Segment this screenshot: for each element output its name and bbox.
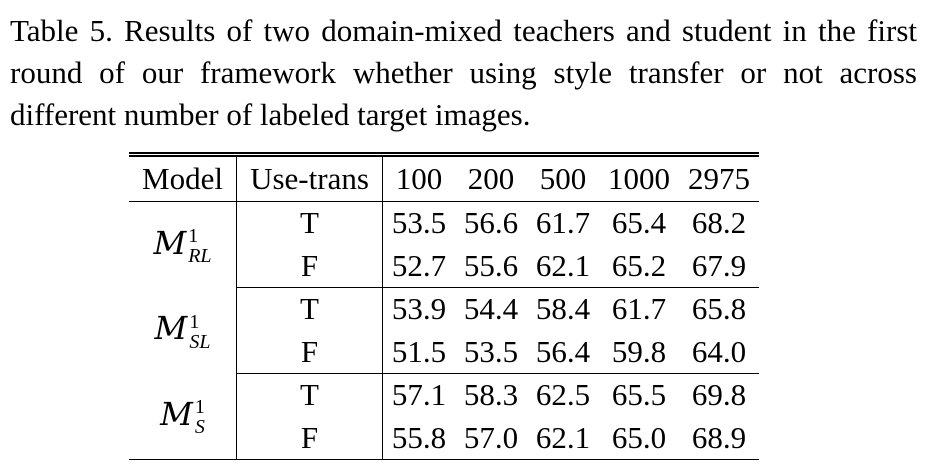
value-cell: 56.6 bbox=[463, 205, 519, 241]
value-cell: 53.9 bbox=[391, 291, 447, 327]
model-label-rl: M 1 RL bbox=[129, 201, 237, 288]
value-cell: 64.0 bbox=[679, 330, 759, 374]
model-scripts: 1 SL bbox=[189, 312, 210, 352]
model-superscript: 1 bbox=[194, 396, 205, 419]
table-header-row: Model Use-trans 100 200 500 1000 2975 bbox=[129, 154, 759, 202]
value-cell: 65.5 bbox=[611, 377, 667, 413]
value-cell: 59.8 bbox=[599, 330, 679, 374]
model-superscript: 1 bbox=[188, 224, 199, 247]
value-cell: 52.7 bbox=[382, 244, 455, 288]
value-cell: 65.4 bbox=[611, 205, 667, 241]
value-cell: 51.5 bbox=[382, 330, 455, 374]
model-symbol: M bbox=[160, 395, 193, 434]
table-row: F 52.7 55.6 62.1 65.2 67.9 bbox=[129, 244, 759, 288]
value-cell: 65.0 bbox=[611, 419, 667, 455]
value-cell: 53.5 bbox=[391, 205, 447, 241]
header-2975: 2975 bbox=[679, 154, 759, 202]
value-cell: 65.8 bbox=[691, 291, 747, 327]
value-cell: 62.1 bbox=[535, 419, 591, 455]
value-cell: 61.7 bbox=[535, 205, 591, 241]
model-subscript: S bbox=[194, 416, 205, 439]
table-caption: Table 5. Results of two domain-mixed tea… bbox=[10, 13, 917, 132]
table-row: M 1 RL T 53.5 56.6 61.7 65.4 68.2 bbox=[129, 201, 759, 288]
value-cell: 67.9 bbox=[679, 244, 759, 288]
model-scripts: 1 RL bbox=[188, 226, 211, 266]
value-cell: 57.1 bbox=[391, 377, 447, 413]
value-cell: 68.2 bbox=[691, 205, 747, 241]
value-cell: 55.6 bbox=[455, 244, 527, 288]
value-cell: 69.8 bbox=[691, 377, 747, 413]
use-trans-cell: T bbox=[236, 373, 383, 417]
header-200: 200 bbox=[455, 154, 527, 202]
value-cell: 56.4 bbox=[527, 330, 599, 374]
value-cell: 65.2 bbox=[599, 244, 679, 288]
model-subscript: SL bbox=[189, 330, 211, 353]
table-row: M 1 SL T 53.9 54.4 58.4 61.7 65.8 bbox=[129, 287, 759, 374]
value-cell: 62.1 bbox=[527, 244, 599, 288]
header-model: Model bbox=[129, 154, 237, 202]
model-symbol: M bbox=[154, 309, 188, 348]
value-cell: 54.4 bbox=[463, 291, 519, 327]
model-subscript: RL bbox=[188, 244, 212, 267]
header-500: 500 bbox=[527, 154, 599, 202]
use-trans-cell: F bbox=[236, 416, 383, 460]
value-cell: 57.0 bbox=[463, 419, 519, 455]
use-trans-cell: T bbox=[236, 201, 383, 245]
use-trans-cell: F bbox=[236, 244, 383, 288]
header-100: 100 bbox=[382, 154, 455, 202]
header-1000: 1000 bbox=[599, 154, 679, 202]
value-cell: 61.7 bbox=[611, 291, 667, 327]
value-cell: 55.8 bbox=[391, 419, 447, 455]
model-label-sl: M 1 SL bbox=[129, 287, 237, 374]
model-symbol: M bbox=[153, 223, 187, 262]
use-trans-cell: T bbox=[236, 287, 383, 331]
table-row: F 51.5 53.5 56.4 59.8 64.0 bbox=[129, 330, 759, 374]
header-use-trans: Use-trans bbox=[236, 154, 383, 202]
use-trans-cell: F bbox=[236, 330, 383, 374]
value-cell: 58.4 bbox=[535, 291, 591, 327]
value-cell: 62.5 bbox=[535, 377, 591, 413]
table-row: F 55.8 57.0 62.1 65.0 68.9 bbox=[129, 416, 759, 460]
model-superscript: 1 bbox=[189, 310, 200, 333]
value-cell: 68.9 bbox=[691, 419, 747, 455]
value-cell: 58.3 bbox=[463, 377, 519, 413]
value-cell: 53.5 bbox=[455, 330, 527, 374]
